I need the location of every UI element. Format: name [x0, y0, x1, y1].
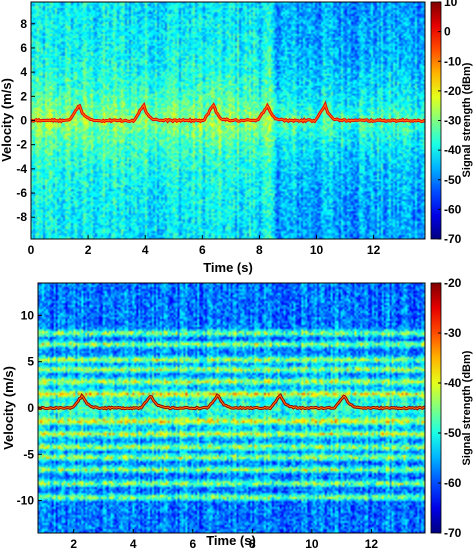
top-y-axis-label: Velocity (m/s) — [0, 78, 14, 162]
bottom-y-axis-label: Velocity (m/s) — [1, 366, 16, 450]
x-tick-label: 6 — [199, 243, 206, 257]
colorbar-tick-label: 0 — [444, 25, 451, 39]
y-tick-label: 0 — [20, 114, 27, 128]
x-tick-label: 8 — [249, 537, 256, 549]
top-spectrogram-heatmap — [31, 2, 425, 239]
colorbar-tick-label: -60 — [444, 476, 462, 490]
x-tick-label: 10 — [305, 537, 319, 549]
x-tick-label: 0 — [28, 243, 35, 257]
bottom-y-ticks: 10 5 0 -5 -10 — [17, 308, 42, 508]
y-tick-label: -6 — [16, 186, 27, 200]
colorbar-tick-label: -60 — [444, 202, 462, 216]
y-tick-label: 6 — [20, 41, 27, 55]
y-tick-label: -8 — [16, 210, 27, 224]
zero-velocity-trace-core — [31, 103, 425, 123]
x-tick-label: 2 — [85, 243, 92, 257]
y-tick-label: 2 — [20, 89, 27, 103]
y-tick-label: 10 — [21, 308, 35, 322]
colorbar-gradient — [430, 282, 442, 534]
colorbar-tick-label: -10 — [444, 54, 462, 68]
y-tick-label: -5 — [23, 447, 34, 461]
y-tick-label: -4 — [16, 162, 27, 176]
colorbar-tick-label: -70 — [444, 526, 462, 540]
colorbar-tick-label: -70 — [444, 232, 462, 246]
bottom-colorbar: -20 -30 -40 -50 -60 -70 — [430, 276, 462, 540]
zero-velocity-trace-core — [38, 394, 425, 410]
colorbar-tick-label: -20 — [444, 276, 462, 290]
y-tick-label: -2 — [16, 138, 27, 152]
top-x-ticks: 0 2 4 6 8 10 12 — [28, 235, 381, 257]
colorbar-tick-label: -30 — [444, 326, 462, 340]
colorbar-tick-label: -40 — [444, 376, 462, 390]
bottom-colorbar-label: Signal strength (dBm) — [461, 350, 473, 465]
top-colorbar: 10 0 -10 -20 -30 -40 -50 -60 -70 — [430, 0, 462, 246]
colorbar-tick-label: -50 — [444, 173, 462, 187]
y-tick-label: -10 — [17, 494, 35, 508]
bottom-spectrogram-heatmap — [38, 283, 425, 533]
colorbar-tick-label: -50 — [444, 426, 462, 440]
x-tick-label: 4 — [142, 243, 149, 257]
colorbar-tick-label: 10 — [444, 0, 458, 9]
colorbar-tick-label: -20 — [444, 84, 462, 98]
y-tick-label: 8 — [20, 17, 27, 31]
y-tick-label: 4 — [20, 65, 27, 79]
bottom-x-ticks: 2 4 6 8 10 12 — [70, 529, 378, 549]
x-tick-label: 2 — [70, 537, 77, 549]
x-tick-label: 6 — [189, 537, 196, 549]
x-tick-label: 8 — [256, 243, 263, 257]
top-y-ticks: 8 6 4 2 0 -2 -4 -6 -8 — [16, 17, 35, 224]
x-tick-label: 10 — [310, 243, 324, 257]
x-tick-label: 4 — [130, 537, 137, 549]
top-colorbar-label: Signal strength (dBm) — [461, 62, 473, 177]
colorbar-tick-label: -40 — [444, 143, 462, 157]
y-tick-label: 5 — [27, 355, 34, 369]
bottom-x-axis-label: Time (s) — [206, 533, 256, 548]
bottom-spectrogram-panel: 2 4 6 8 10 12 10 5 0 -5 -10 Time (s) Velocity (m/… — [1, 276, 473, 549]
x-tick-label: 12 — [367, 243, 381, 257]
top-x-axis-label: Time (s) — [203, 260, 253, 275]
x-tick-label: 12 — [365, 537, 379, 549]
y-tick-label: 0 — [27, 401, 34, 415]
top-spectrogram-panel: 0 2 4 6 8 10 12 8 6 4 2 0 -2 -4 -6 -8 Time (s) Velocit… — [0, 0, 473, 275]
colorbar-tick-label: -30 — [444, 114, 462, 128]
